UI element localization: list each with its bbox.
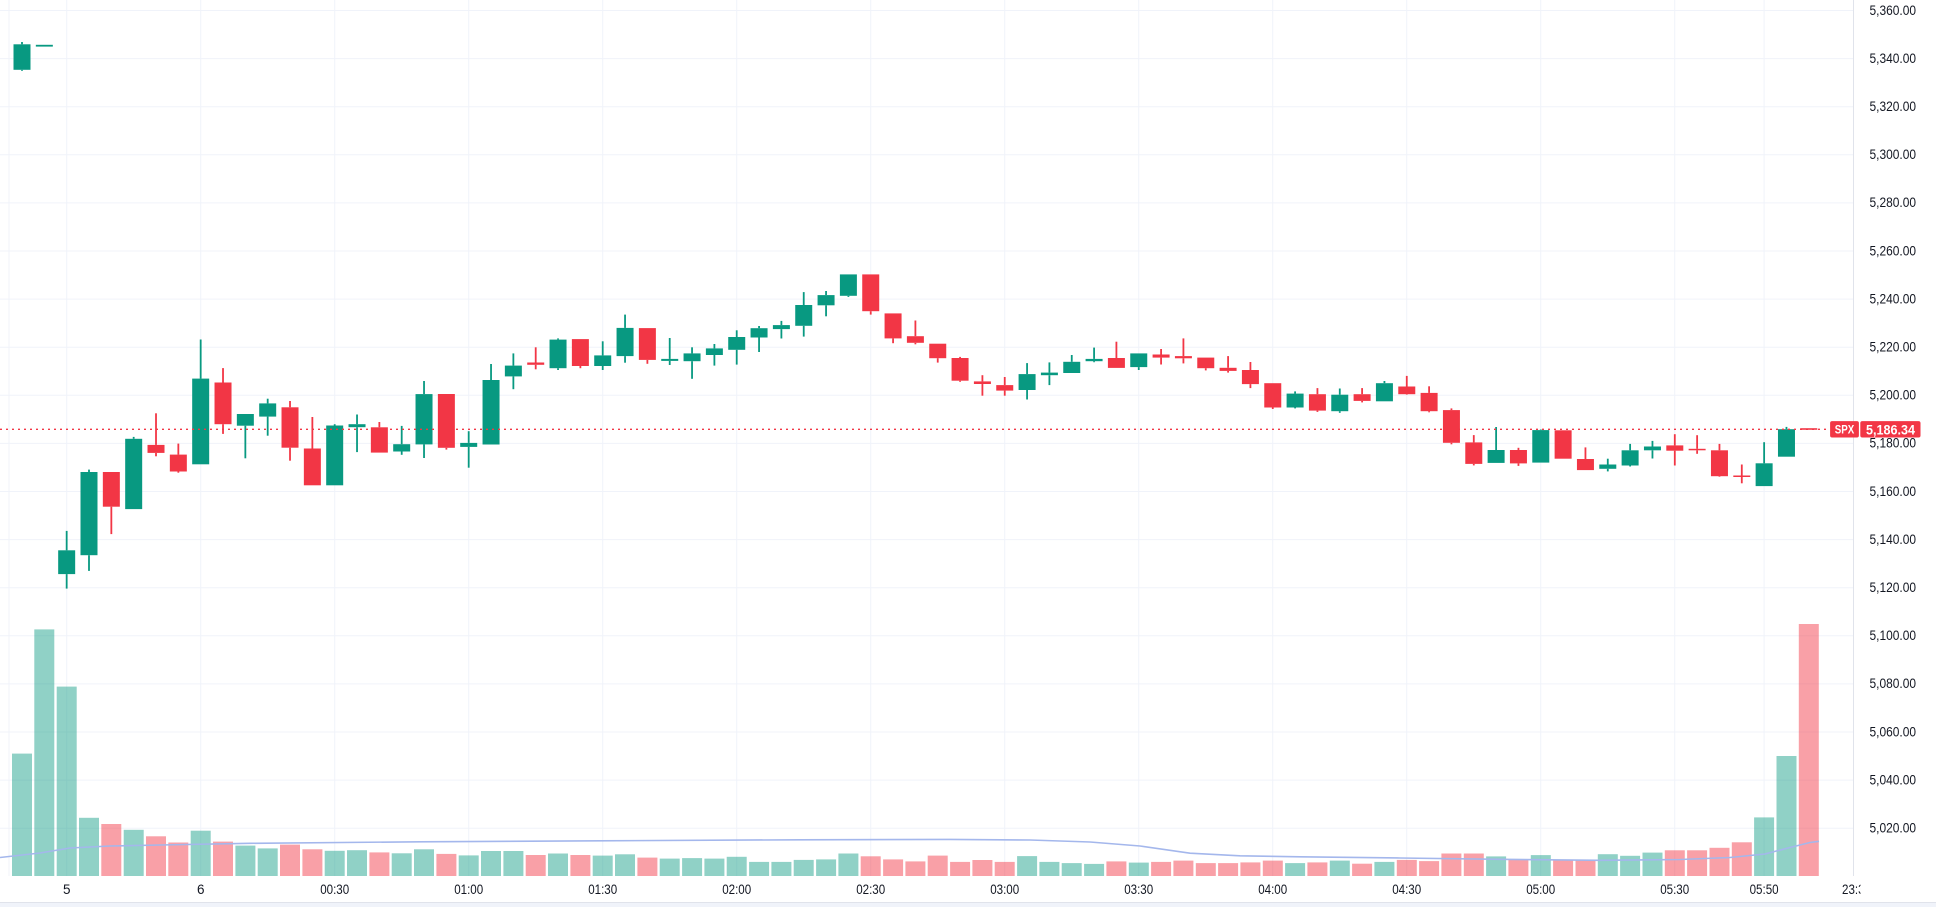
svg-text:5,280.00: 5,280.00 (1870, 194, 1917, 210)
svg-text:5: 5 (63, 882, 71, 897)
svg-text:5,220.00: 5,220.00 (1870, 339, 1917, 355)
svg-text:5,180.00: 5,180.00 (1870, 435, 1917, 451)
svg-text:05:30: 05:30 (1660, 882, 1689, 897)
svg-text:5,060.00: 5,060.00 (1870, 723, 1917, 739)
svg-text:5,320.00: 5,320.00 (1870, 98, 1917, 114)
svg-text:04:30: 04:30 (1392, 882, 1421, 897)
svg-text:5,120.00: 5,120.00 (1870, 579, 1917, 595)
svg-text:5,340.00: 5,340.00 (1870, 50, 1917, 66)
svg-text:5,300.00: 5,300.00 (1870, 146, 1917, 162)
svg-text:04:00: 04:00 (1258, 882, 1287, 897)
svg-text:03:30: 03:30 (1124, 882, 1153, 897)
svg-text:00:30: 00:30 (320, 882, 349, 897)
svg-text:5,200.00: 5,200.00 (1870, 387, 1917, 403)
svg-text:02:00: 02:00 (722, 882, 751, 897)
svg-text:23:30: 23:30 (1842, 882, 1871, 897)
svg-text:5,160.00: 5,160.00 (1870, 483, 1917, 499)
svg-text:5,186.34: 5,186.34 (1866, 422, 1915, 437)
svg-text:5,080.00: 5,080.00 (1870, 675, 1917, 691)
svg-text:SPX: SPX (1835, 424, 1855, 436)
svg-text:5,100.00: 5,100.00 (1870, 627, 1917, 643)
svg-text:5,020.00: 5,020.00 (1870, 820, 1917, 836)
svg-text:02:30: 02:30 (856, 882, 885, 897)
svg-text:05:00: 05:00 (1526, 882, 1555, 897)
svg-text:6: 6 (197, 882, 205, 897)
svg-text:03:00: 03:00 (990, 882, 1019, 897)
svg-text:01:00: 01:00 (454, 882, 483, 897)
svg-text:5,040.00: 5,040.00 (1870, 771, 1917, 787)
svg-text:5,360.00: 5,360.00 (1870, 2, 1917, 18)
svg-text:01:30: 01:30 (588, 882, 617, 897)
svg-text:5,140.00: 5,140.00 (1870, 531, 1917, 547)
svg-text:05:50: 05:50 (1750, 882, 1779, 897)
svg-text:5,260.00: 5,260.00 (1870, 242, 1917, 258)
svg-text:5,240.00: 5,240.00 (1870, 290, 1917, 306)
